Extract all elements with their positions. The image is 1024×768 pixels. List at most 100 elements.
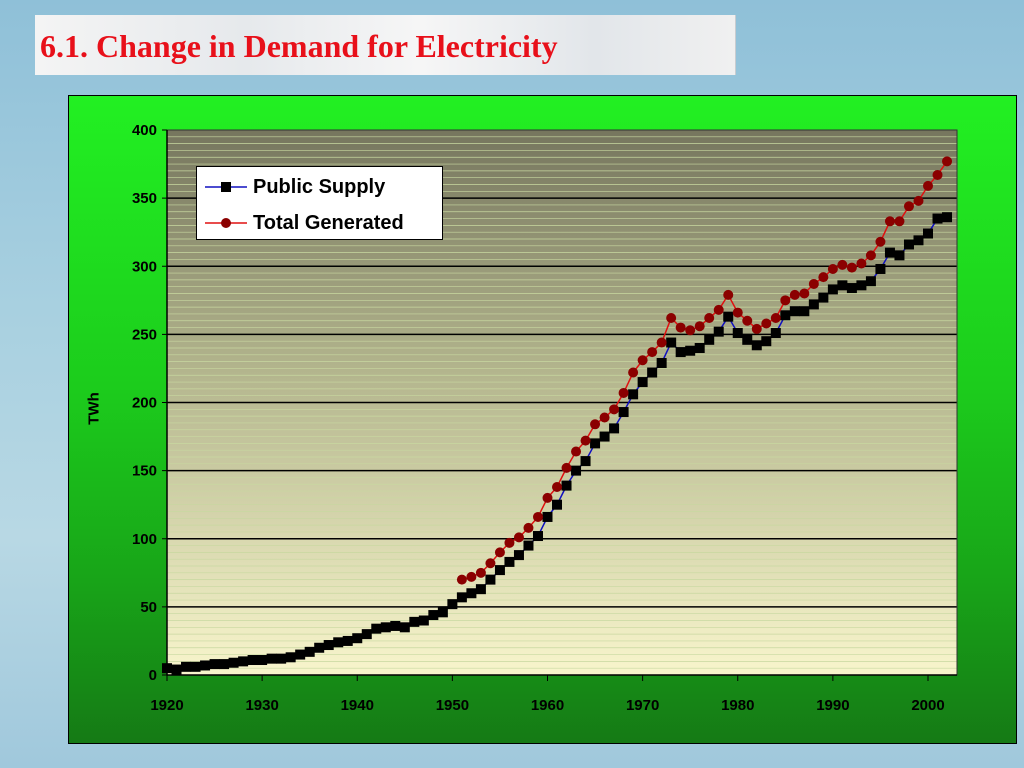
public-supply-point [171,664,182,675]
public-supply-point [932,213,943,224]
public-supply-point [552,499,563,510]
public-supply-point [228,657,239,668]
x-tick-label: 1990 [816,697,849,714]
total-generated-point [666,313,677,324]
total-generated-point [704,313,715,324]
x-tick-label: 1980 [721,697,754,714]
public-supply-point [219,659,230,670]
total-generated-point [780,295,791,306]
public-supply-point [200,660,211,671]
public-supply-point [827,284,838,295]
total-generated-point [599,412,610,423]
public-supply-point [361,629,372,640]
public-supply-point [409,616,420,627]
public-supply-point [504,556,515,567]
public-supply-point [456,592,467,603]
total-generated-point [770,313,781,324]
total-generated-point [942,156,953,167]
public-supply-point [314,642,325,653]
public-supply-point [656,357,667,368]
total-generated-point [751,323,762,334]
legend-item-total-generated: Total Generated [205,208,404,238]
public-supply-point [599,431,610,442]
public-supply-point [675,347,686,358]
public-supply-point [923,228,933,239]
x-tick-label: 1940 [341,697,374,714]
public-supply-point [542,511,553,522]
total-generated-point [875,236,886,247]
total-generated-point [494,547,505,558]
public-supply-point [181,661,192,672]
public-supply-point [770,328,781,339]
total-generated-point [475,567,486,578]
total-generated-point [723,289,734,300]
public-supply-point [285,652,296,663]
total-generated-point [504,537,515,548]
x-tick-label: 1950 [436,697,469,714]
public-supply-point [475,584,486,595]
public-supply-point [513,550,524,561]
total-generated-point [485,558,496,569]
public-supply-point [561,480,572,491]
y-tick-label: 100 [132,531,157,548]
public-supply-point [571,465,582,476]
public-supply-point [532,531,543,542]
total-generated-point [818,272,829,283]
public-supply-point [780,310,791,321]
public-supply-point [485,574,496,585]
total-generated-point [590,419,601,430]
public-supply-point [666,337,677,348]
legend-label: Total Generated [253,211,404,234]
total-generated-point [542,492,553,503]
public-supply-point [618,407,629,418]
total-generated-point [552,481,563,492]
total-generated-point [827,263,838,274]
public-supply-point [466,588,477,599]
public-supply-point [865,276,876,287]
public-supply-point [713,326,724,337]
public-supply-point [295,649,306,660]
public-supply-point [247,655,258,666]
y-tick-label: 400 [132,122,157,139]
y-tick-label: 0 [149,667,157,684]
total-generated-point [532,511,543,522]
public-supply-point [428,610,439,621]
public-supply-point [352,633,363,644]
public-supply-point [399,622,410,633]
x-tick-label: 1920 [150,697,183,714]
total-generated-point [856,258,867,269]
public-supply-point [494,565,505,576]
public-supply-point [942,212,953,223]
circle-marker-icon [205,218,247,228]
public-supply-point [257,655,268,666]
total-generated-point [799,288,810,299]
public-supply-point [342,635,353,646]
total-generated-point [513,532,524,543]
y-tick-label: 250 [132,326,157,343]
public-supply-point [704,334,715,345]
x-tick-label: 1930 [245,697,278,714]
public-supply-point [808,299,819,310]
public-supply-point [856,280,867,291]
public-supply-point [637,377,648,388]
total-generated-point [523,522,534,533]
legend: Public Supply Total Generated [196,166,443,240]
total-generated-point [637,355,648,366]
total-generated-point [865,250,876,261]
total-generated-point [789,289,800,300]
total-generated-point [685,325,696,336]
total-generated-point [713,304,724,315]
public-supply-point [609,423,620,434]
y-axis-label: TWh [85,392,103,425]
public-supply-point [789,306,800,317]
title-banner [35,15,736,75]
total-generated-point [837,259,848,270]
public-supply-point [742,334,753,345]
total-generated-point [884,216,895,227]
total-generated-point [808,278,819,289]
total-generated-point [932,169,943,180]
total-generated-point [456,574,467,585]
public-supply-point [628,389,639,400]
public-supply-point [209,659,220,670]
